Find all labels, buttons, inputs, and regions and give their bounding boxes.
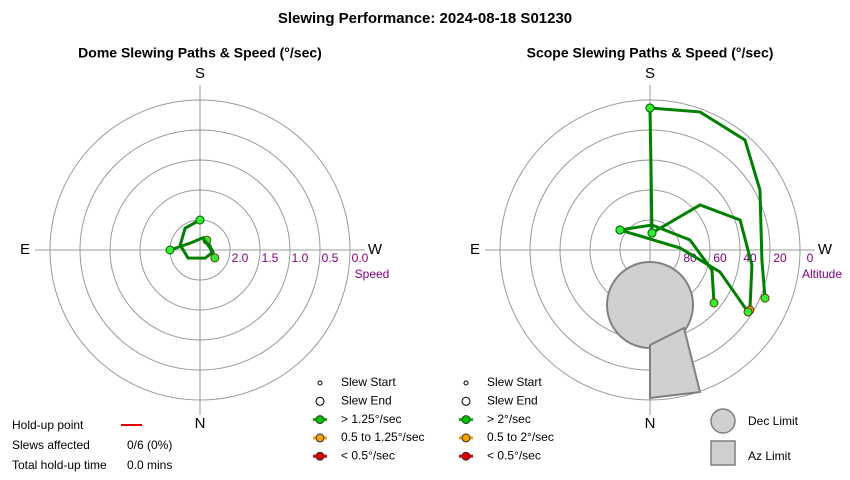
compass-s: S <box>195 65 205 82</box>
affected-value: 0/6 (0%) <box>127 438 172 452</box>
r-tick-label: 60 <box>713 251 727 265</box>
compass-s: S <box>645 65 655 82</box>
slew-start <box>645 103 655 113</box>
chart-title: Scope Slewing Paths & Speed (°/sec) <box>527 45 774 61</box>
legend-label: Slew Start <box>341 375 396 389</box>
legend-marker <box>317 380 323 386</box>
slew-end <box>743 307 753 317</box>
legend-label: < 0.5°/sec <box>487 448 541 462</box>
legend-marker <box>461 433 471 443</box>
legend-marker <box>461 415 471 425</box>
r-tick-label: 0 <box>807 251 814 265</box>
slew-end <box>709 298 719 308</box>
r-tick-label: 0.0 <box>352 251 369 265</box>
az-limit-icon <box>710 440 736 466</box>
r-tick-label: 0.5 <box>322 251 339 265</box>
grid-ring <box>79 129 321 371</box>
compass-w: W <box>368 241 383 258</box>
legend-label: 0.5 to 1.25°/sec <box>341 430 425 444</box>
chart-title: Dome Slewing Paths & Speed (°/sec) <box>78 45 322 61</box>
legend-label: > 1.25°/sec <box>341 412 402 426</box>
legend-label: Slew Start <box>487 375 542 389</box>
grid-ring <box>49 99 351 401</box>
legend-marker <box>315 451 325 461</box>
slew-end <box>760 293 770 303</box>
slew-start <box>647 228 657 238</box>
r-tick-label: 1.5 <box>262 251 279 265</box>
slew-path <box>651 203 754 311</box>
legend-marker <box>315 415 325 425</box>
legend-label: < 0.5°/sec <box>341 448 395 462</box>
holdup-time-value: 0.0 mins <box>127 458 172 472</box>
slew-end <box>210 253 220 263</box>
page-title: Slewing Performance: 2024-08-18 S01230 <box>278 10 572 27</box>
compass-e: E <box>470 241 480 258</box>
slew-path <box>619 223 716 304</box>
legend-marker <box>461 396 471 406</box>
legend-marker <box>461 451 471 461</box>
holdup-label: Hold-up point <box>12 418 84 432</box>
dec-limit-label: Dec Limit <box>748 414 799 428</box>
compass-e: E <box>20 241 30 258</box>
legend-marker <box>315 396 325 406</box>
legend-label: 0.5 to 2°/sec <box>487 430 554 444</box>
legend-marker <box>463 380 469 386</box>
slew-path <box>169 235 217 259</box>
legend-label: > 2°/sec <box>487 412 531 426</box>
compass-w: W <box>818 241 833 258</box>
holdup-time-label: Total hold-up time <box>12 458 107 472</box>
slew-path <box>649 106 767 299</box>
r-tick-label: 2.0 <box>232 251 249 265</box>
r-tick-label: 20 <box>773 251 787 265</box>
grid-ring <box>139 189 261 311</box>
slew-path <box>619 228 750 313</box>
legend-marker <box>315 433 325 443</box>
radial-label: Altitude <box>802 267 842 281</box>
legend-label: Slew End <box>341 393 392 407</box>
compass-n: N <box>645 415 656 432</box>
grid-ring <box>499 99 801 401</box>
slew-start <box>195 215 205 225</box>
dec-limit-icon <box>710 408 736 434</box>
slew-start <box>165 245 175 255</box>
grid-ring <box>109 159 291 341</box>
radial-label: Speed <box>355 267 390 281</box>
compass-n: N <box>195 415 206 432</box>
slew-start <box>615 225 625 235</box>
legend-label: Slew End <box>487 393 538 407</box>
affected-label: Slews affected <box>12 438 90 452</box>
r-tick-label: 1.0 <box>292 251 309 265</box>
slew-path <box>648 107 654 234</box>
az-limit-label: Az Limit <box>748 449 791 463</box>
az-limit-area <box>649 326 702 400</box>
